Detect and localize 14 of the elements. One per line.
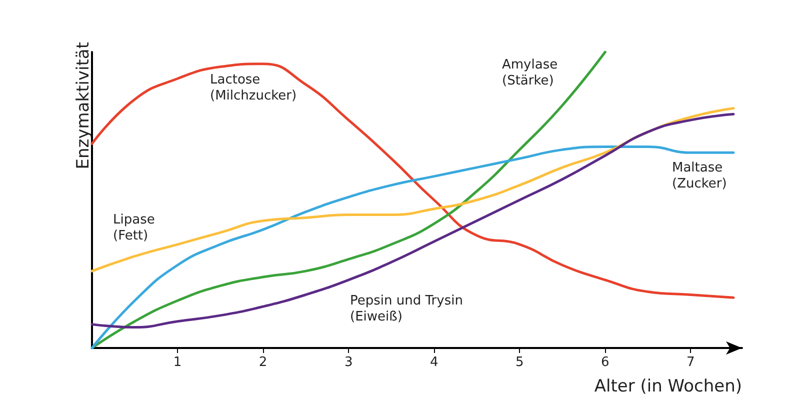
series-label: Lactose (Milchzucker) <box>210 72 297 104</box>
series-label: Pepsin und Trysin (Eiweiß) <box>350 294 463 324</box>
x-tick-label: 7 <box>686 355 695 370</box>
x-axis-title: Alter (in Wochen) <box>594 376 742 396</box>
x-tick-label: 3 <box>344 355 353 370</box>
x-tick-label: 4 <box>430 355 438 370</box>
series-label: Lipase (Fett) <box>113 212 155 244</box>
x-tick-label: 1 <box>173 355 182 370</box>
x-tick-label: 5 <box>515 355 524 370</box>
x-tick-label: 6 <box>601 355 610 370</box>
y-axis-title: Enzymaktivität <box>74 42 94 170</box>
series-label: Amylase (Stärke) <box>502 58 558 88</box>
series-label: Maltase (Zucker) <box>672 160 727 192</box>
x-tick-label: 2 <box>258 355 268 370</box>
